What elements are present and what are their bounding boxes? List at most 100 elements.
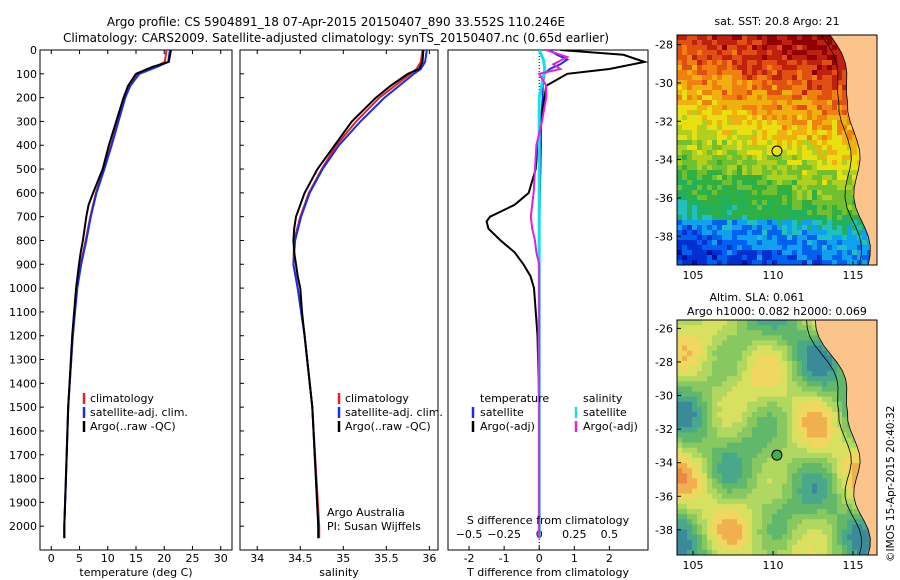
map-cell — [762, 250, 768, 256]
map-cell — [852, 442, 858, 449]
map-cell — [772, 396, 778, 403]
map-cell — [852, 230, 858, 236]
map-cell — [847, 483, 853, 489]
map-cell — [732, 40, 738, 46]
map-cell — [782, 396, 788, 403]
map-cell — [727, 80, 733, 86]
map-cell — [837, 230, 843, 236]
map-cell — [687, 468, 693, 474]
map-cell — [777, 488, 783, 495]
map-cell — [687, 50, 693, 56]
map-cell — [677, 544, 683, 551]
map-cell — [792, 330, 798, 336]
map-cell — [737, 80, 743, 86]
map-cell — [707, 85, 713, 91]
map-cell — [692, 70, 698, 76]
map-cell — [847, 539, 853, 546]
difference-legend-temperature: temperature satellite Argo(-adj) — [471, 392, 549, 433]
map-cell — [747, 524, 753, 530]
map-cell — [777, 325, 783, 331]
map-cell — [712, 478, 718, 484]
imos-credit: ©IMOS 15-Apr-2015 20:40:32 — [885, 406, 897, 562]
map-cell — [687, 225, 693, 231]
map-cell — [717, 155, 723, 161]
map-cell — [812, 210, 818, 216]
map-cell — [757, 473, 763, 479]
map-cell — [767, 503, 773, 510]
map-cell — [767, 55, 773, 61]
legend-label-argo: Argo(..raw -QC) — [345, 420, 431, 433]
map-cell — [832, 200, 838, 206]
map-cell — [847, 190, 853, 196]
map-cell — [767, 534, 773, 541]
map-cell — [762, 524, 768, 530]
map-cell — [807, 406, 813, 413]
map-cell — [697, 488, 703, 495]
map-cell — [757, 215, 763, 221]
map-cell — [817, 190, 823, 196]
map-cell — [727, 478, 733, 484]
map-cell — [792, 260, 798, 265]
map-cell — [807, 195, 813, 201]
map-cell — [772, 493, 778, 500]
map-cell — [792, 215, 798, 221]
map-cell — [692, 155, 698, 161]
map-cell — [737, 503, 743, 510]
map-cell — [752, 442, 758, 449]
map-cell — [802, 365, 808, 372]
map-cell — [687, 220, 693, 226]
map-cell — [712, 250, 718, 256]
map-cell — [787, 325, 793, 331]
map-cell — [772, 55, 778, 61]
map-cell — [812, 50, 818, 56]
map-cell — [822, 544, 828, 551]
map-cell — [797, 488, 803, 495]
map-cell — [837, 215, 843, 221]
map-cell — [737, 386, 743, 392]
map-cell — [842, 75, 848, 81]
map-cell — [737, 524, 743, 530]
map-cell — [847, 215, 853, 221]
map-cell — [692, 401, 698, 408]
map-cell — [712, 50, 718, 56]
map-cell — [747, 325, 753, 331]
map-cell — [677, 170, 683, 176]
map-cell — [712, 365, 718, 372]
map-cell — [702, 260, 708, 265]
map-cell — [682, 478, 688, 484]
map-cell — [847, 185, 853, 191]
map-cell — [722, 65, 728, 71]
map-cell — [832, 105, 838, 111]
map-cell — [807, 170, 813, 176]
map-cell — [812, 95, 818, 101]
map-cell — [857, 534, 863, 541]
map-cell — [752, 260, 758, 265]
map-cell — [682, 215, 688, 221]
map-cell — [812, 65, 818, 71]
map-cell — [797, 345, 803, 352]
map-cell — [682, 544, 688, 551]
map-cell — [797, 534, 803, 541]
map-cell — [697, 519, 703, 525]
map-cell — [727, 190, 733, 196]
map-cell — [777, 473, 783, 479]
x-tick-label: 25 — [185, 552, 199, 565]
map-cell — [752, 386, 758, 392]
map-cell — [752, 483, 758, 489]
map-cell — [687, 150, 693, 156]
map-cell — [712, 432, 718, 438]
map-cell — [687, 534, 693, 541]
map-cell — [682, 35, 688, 41]
map-cell — [692, 325, 698, 331]
map-cell — [757, 210, 763, 216]
map-cell — [817, 60, 823, 66]
map-cell — [722, 381, 728, 387]
map-cell — [812, 255, 818, 261]
map-cell — [827, 235, 833, 241]
map-cell — [802, 406, 808, 413]
map-cell — [827, 170, 833, 176]
map-cell — [787, 205, 793, 211]
map-cell — [727, 544, 733, 551]
map-cell — [742, 250, 748, 256]
map-cell — [777, 320, 783, 326]
